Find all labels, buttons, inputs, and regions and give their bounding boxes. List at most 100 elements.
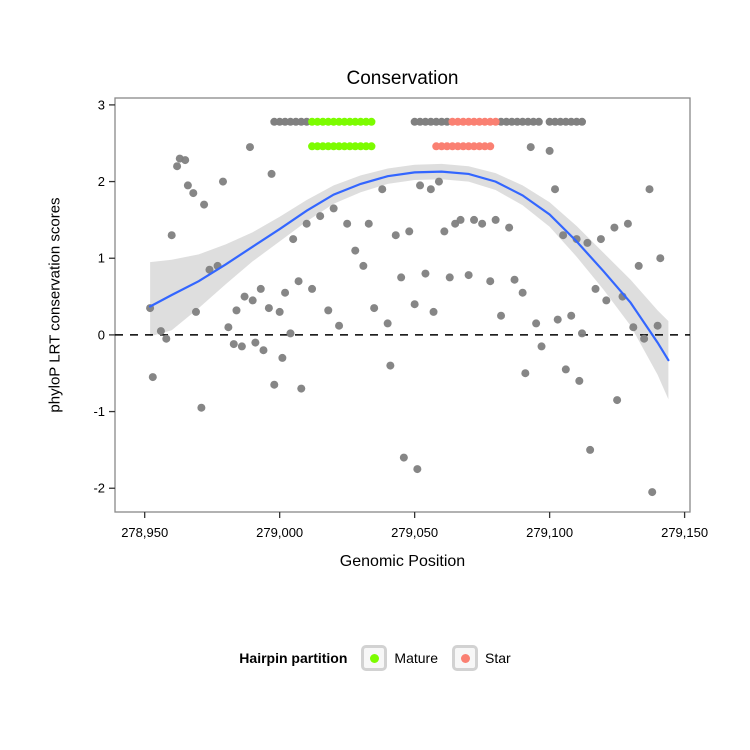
scatter-point [189,189,198,198]
scatter-point [378,185,387,194]
scatter-point [197,403,206,412]
scatter-point [561,365,570,374]
y-tick-label: 2 [98,174,105,189]
scatter-point [434,177,443,186]
scatter-point [518,288,527,297]
scatter-point [240,292,249,301]
scatter-point [181,156,190,165]
y-tick-label: -1 [93,404,105,419]
chart-title: Conservation [346,68,459,89]
scatter-point [591,284,600,293]
scatter-point [324,306,333,315]
scatter-point [545,146,554,155]
scatter-point [359,261,368,270]
scatter-point [656,254,665,263]
legend-key-mature: Mature [361,645,438,671]
scatter-point [200,200,209,209]
x-tick-label: 279,100 [526,525,573,540]
y-tick-label: 3 [98,97,105,112]
x-axis-label: Genomic Position [339,553,466,570]
scatter-point [559,231,568,240]
scatter-point [218,177,227,186]
scatter-point [551,185,560,194]
scatter-point [491,215,500,224]
y-tick-label: 0 [98,327,105,342]
x-tick-label: 279,050 [391,525,438,540]
scatter-point [245,143,254,152]
scatter-point [610,223,619,232]
scatter-point [553,315,562,324]
scatter-point [232,306,241,315]
scatter-point [410,300,419,309]
scatter-point [583,238,592,247]
scatter-point [275,307,284,316]
scatter-point [278,353,287,362]
scatter-point [397,273,406,282]
scatter-point [602,296,611,305]
scatter-point [162,334,171,343]
star-dot [491,117,500,126]
scatter-point [426,185,435,194]
scatter-point [510,275,519,284]
mature-dot [367,117,376,126]
confidence-ribbon [150,163,669,400]
legend-title: Hairpin partition [239,650,348,666]
smooth-line [149,170,670,362]
scatter-point [429,307,438,316]
scatter-point [456,215,465,224]
scatter-point [329,204,338,213]
scatter-point [405,227,414,236]
legend-label-star: Star [485,650,511,666]
scatter-point [445,273,454,282]
scatter-point [623,219,632,228]
scatter-point [173,162,182,171]
scatter-point [335,321,344,330]
scatter-point [264,304,273,313]
legend-label-mature: Mature [394,650,438,666]
scatter-point [191,307,200,316]
scatter-point [370,304,379,313]
scatter-point [297,384,306,393]
scatter-point [270,380,279,389]
x-tick-label: 278,950 [121,525,168,540]
star-dot [486,142,495,151]
scatter-point [567,311,576,320]
scatter-point [537,342,546,351]
scatter-point [294,277,303,286]
scatter-point [572,235,581,244]
scatter-point [399,453,408,462]
scatter-point [478,219,487,228]
scatter-point [613,396,622,405]
y-tick-label: 1 [98,251,105,266]
scatter-point [286,329,295,338]
scatter-point [148,373,157,382]
scatter-point [634,261,643,270]
legend-swatch-mature [361,645,388,671]
scatter-point [586,445,595,454]
scatter-point [416,181,425,190]
scatter-point [156,327,165,336]
scatter-point [421,269,430,278]
scatter-point [248,296,257,305]
plot-svg: 278,950 279,000 279,050 279,100 279,150 -2 -1 0… [93,97,708,540]
scatter-point [413,465,422,474]
scatter-point [440,227,449,236]
scatter-point [289,235,298,244]
scatter-point [224,323,233,332]
scatter-point [229,340,238,349]
mature-dot [367,142,376,151]
scatter-point [470,215,479,224]
scatter-point [343,219,352,228]
scatter-point [464,271,473,280]
scatter-point [505,223,514,232]
scatter-point [648,488,657,497]
scatter-point [532,319,541,328]
scatter-point [167,231,176,240]
scatter-point [640,334,649,343]
scatter-point [645,185,654,194]
x-tick-label: 279,150 [661,525,708,540]
scatter-point [526,143,535,152]
scatter-point [316,212,325,221]
scatter-point [308,284,317,293]
scatter-point [575,376,584,385]
